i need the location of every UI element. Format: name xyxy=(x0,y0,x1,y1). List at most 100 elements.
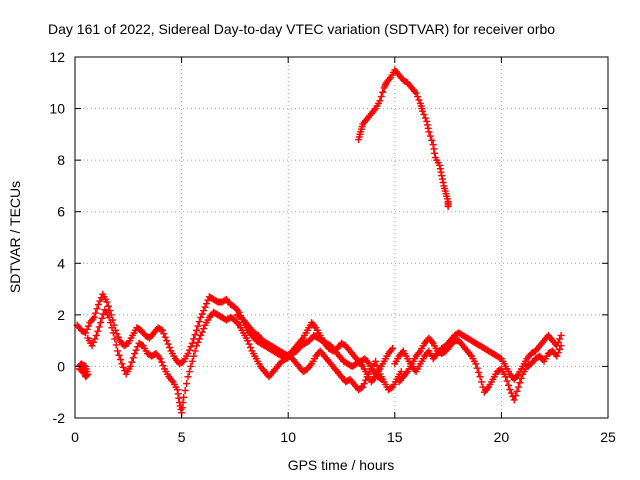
data-point xyxy=(114,347,122,355)
data-point xyxy=(185,368,193,376)
series-trace-4 xyxy=(233,311,386,383)
data-point xyxy=(195,335,203,343)
data-point xyxy=(166,344,174,352)
data-point xyxy=(424,124,432,132)
data-point xyxy=(505,381,513,389)
data-point xyxy=(175,394,183,402)
data-point xyxy=(359,383,367,391)
data-point xyxy=(421,114,429,122)
data-point xyxy=(181,386,189,394)
data-point xyxy=(85,322,93,330)
data-point xyxy=(119,363,127,371)
data-point xyxy=(198,328,206,336)
data-point xyxy=(245,340,253,348)
y-tick-label: 6 xyxy=(57,204,65,220)
x-tick-label: 15 xyxy=(387,429,403,445)
y-tick-label: 10 xyxy=(49,101,65,117)
data-point xyxy=(197,331,205,339)
data-point xyxy=(158,326,166,334)
y-tick-label: 8 xyxy=(57,152,65,168)
series-trace-7 xyxy=(355,66,452,211)
data-point xyxy=(112,341,120,349)
data-point xyxy=(510,396,518,404)
data-point xyxy=(473,364,481,372)
data-point xyxy=(516,379,524,387)
data-point xyxy=(202,300,210,308)
data-point xyxy=(82,329,90,337)
grid xyxy=(75,57,608,418)
data-point xyxy=(105,313,113,321)
data-point xyxy=(103,298,111,306)
y-tick-label: 0 xyxy=(57,358,65,374)
data-point xyxy=(128,358,136,366)
data-point xyxy=(513,387,521,395)
data-point xyxy=(512,392,520,400)
data-point xyxy=(94,301,102,309)
data-point xyxy=(187,362,195,370)
data-point xyxy=(194,338,202,346)
y-axis-label: SDTVAR / TECUs xyxy=(7,181,23,293)
data-point xyxy=(557,342,565,350)
data-point xyxy=(502,373,510,381)
data-point xyxy=(372,357,380,365)
data-point xyxy=(503,377,511,385)
data-point xyxy=(506,386,514,394)
data-point xyxy=(439,178,447,186)
data-point xyxy=(397,368,405,376)
data-point xyxy=(428,136,436,144)
data-point xyxy=(108,324,116,332)
data-point xyxy=(173,386,181,394)
x-axis-label: GPS time / hours xyxy=(288,457,395,473)
data-point xyxy=(174,390,182,398)
data-point xyxy=(107,319,115,327)
data-point xyxy=(177,405,185,413)
data-point xyxy=(129,354,137,362)
data-point xyxy=(244,337,252,345)
data-point xyxy=(83,325,91,333)
y-tick-label: -2 xyxy=(53,410,66,426)
data-point xyxy=(188,357,196,365)
data-point xyxy=(115,351,123,359)
data-point xyxy=(161,333,169,341)
plot-frame xyxy=(74,56,609,419)
data-point xyxy=(104,302,112,310)
data-point xyxy=(556,335,564,343)
data-point xyxy=(114,333,122,341)
data-point xyxy=(419,107,427,115)
data-point xyxy=(420,111,428,119)
data-point xyxy=(438,172,446,180)
data-point xyxy=(426,132,434,140)
data-point xyxy=(197,313,205,321)
data-point xyxy=(157,325,165,333)
data-point xyxy=(188,339,196,347)
series-trace-6 xyxy=(395,334,565,404)
data-point xyxy=(198,310,206,318)
data-point xyxy=(412,89,420,97)
data-point xyxy=(374,366,382,374)
data-point xyxy=(118,360,126,368)
data-point xyxy=(193,326,201,334)
data-point xyxy=(423,121,431,129)
data-point xyxy=(200,325,208,333)
data-point xyxy=(95,323,103,331)
data-point xyxy=(193,342,201,350)
data-point xyxy=(378,375,386,383)
data-point xyxy=(113,330,121,338)
data-point xyxy=(158,358,166,366)
data-point xyxy=(111,335,119,343)
data-point xyxy=(431,149,439,157)
data-point xyxy=(132,346,140,354)
x-tick-label: 0 xyxy=(71,429,79,445)
data-point xyxy=(156,355,164,363)
data-point xyxy=(116,356,124,364)
data-point xyxy=(517,374,525,382)
data-point xyxy=(164,340,172,348)
data-point xyxy=(184,350,192,358)
data-point xyxy=(200,307,208,315)
data-point xyxy=(109,329,117,337)
data-point xyxy=(106,307,114,315)
data-point xyxy=(377,374,385,382)
data-point xyxy=(414,93,422,101)
data-point xyxy=(436,165,444,173)
